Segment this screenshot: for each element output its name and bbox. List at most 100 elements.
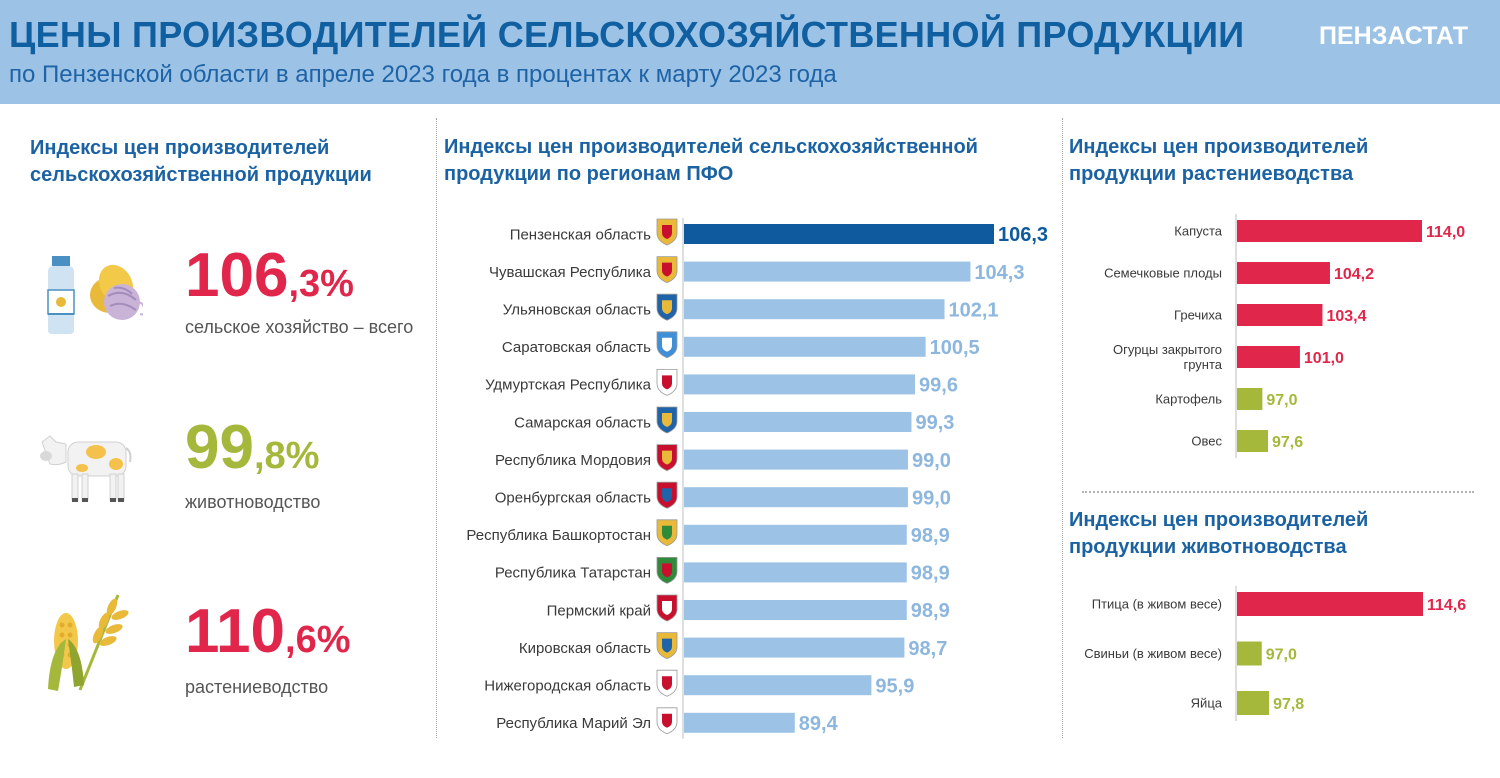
crops-chart-title-line1: Индексы цен производителей xyxy=(1069,136,1369,158)
bar xyxy=(684,675,872,696)
category-label: Гречиха xyxy=(1174,308,1223,323)
bar xyxy=(1237,691,1270,715)
regions-chart-title-line2: продукции по регионам ПФО xyxy=(444,163,734,185)
region-crest-icon xyxy=(656,331,678,359)
summary-label-total: сельское хозяйство – всего xyxy=(185,317,414,337)
bar-value-label: 99,6 xyxy=(919,375,958,397)
bar-value-label: 99,0 xyxy=(912,487,951,509)
category-label: Саратовская область xyxy=(502,339,651,356)
category-label: Чувашская Республика xyxy=(489,264,652,281)
bar-value-label: 99,0 xyxy=(912,450,951,472)
regions-chart-title-line1: Индексы цен производителей сельскохозяйс… xyxy=(444,136,978,158)
bar-value-label: 114,6 xyxy=(1427,597,1466,614)
category-label: Семечковые плоды xyxy=(1104,266,1222,281)
bar-value-label: 97,6 xyxy=(1272,434,1303,451)
milk-bread-icon xyxy=(47,256,143,334)
region-crest-icon xyxy=(656,557,678,584)
bar xyxy=(1237,641,1262,666)
bar xyxy=(684,637,905,658)
bar xyxy=(684,299,945,320)
category-label: Республика Марий Эл xyxy=(496,715,651,732)
bar xyxy=(684,224,994,244)
livestock-chart-title-line1: Индексы цен производителей xyxy=(1069,509,1369,531)
region-crest-icon xyxy=(656,594,678,622)
region-crest-icon xyxy=(656,218,678,246)
bar xyxy=(684,261,971,282)
region-crest-icon xyxy=(656,406,678,434)
section-divider xyxy=(1082,491,1474,493)
category-label: Пермский край xyxy=(547,602,651,619)
summary-value-total-int: 106 xyxy=(185,241,289,310)
summary-title-line2: сельскохозяйственной продукции xyxy=(30,164,372,186)
category-label: Картофель xyxy=(1155,392,1222,407)
category-label: Нижегородская область xyxy=(484,677,651,694)
summary-value-livestock: 99,8% xyxy=(185,412,319,483)
regions-chart-title: Индексы цен производителей сельскохозяйс… xyxy=(444,134,978,188)
summary-label-livestock: животноводство xyxy=(185,492,321,512)
livestock-bar-chart: 114,6 Птица (в живом весе) 97,0 Свиньи (в ж… xyxy=(1066,578,1486,738)
bar-value-label: 89,4 xyxy=(799,713,839,735)
summary-value-total: 106,3% xyxy=(185,240,354,311)
bar xyxy=(1237,346,1300,368)
category-label: Яйца xyxy=(1191,696,1223,711)
bar xyxy=(684,336,926,357)
category-label: Кировская область xyxy=(519,640,651,657)
summary-title-line1: Индексы цен производителей xyxy=(30,137,330,159)
bar xyxy=(684,374,916,395)
category-label: грунта xyxy=(1183,357,1222,372)
category-label: Огурцы закрытого xyxy=(1113,342,1222,357)
bar xyxy=(684,449,908,470)
bar-value-label: 106,3 xyxy=(998,224,1048,246)
bar-value-label: 98,7 xyxy=(908,638,947,660)
bar-value-label: 100,5 xyxy=(930,337,980,359)
wheat-corn-icon xyxy=(48,594,129,691)
category-label: Птица (в живом весе) xyxy=(1092,597,1222,612)
crops-bar-chart: 114,0 Капуста 104,2 Семечковые плоды 103,4 Гр… xyxy=(1066,208,1486,468)
region-crest-icon xyxy=(656,669,678,697)
summary-value-crops-int: 110 xyxy=(185,597,286,666)
region-crest-icon xyxy=(656,707,678,735)
bar xyxy=(684,487,908,508)
category-label: Оренбургская область xyxy=(495,489,651,506)
bar-value-label: 98,9 xyxy=(911,563,950,585)
page-subtitle: по Пензенской области в апреле 2023 года… xyxy=(9,61,837,88)
category-label: Свиньи (в живом весе) xyxy=(1084,646,1222,661)
bar-value-label: 114,0 xyxy=(1426,224,1465,241)
bar xyxy=(1237,262,1330,284)
category-label: Республика Башкортостан xyxy=(466,527,651,544)
bar-value-label: 97,0 xyxy=(1266,646,1297,663)
region-crest-icon xyxy=(656,369,678,396)
summary-value-crops-frac: ,6% xyxy=(285,619,351,661)
category-label: Республика Татарстан xyxy=(495,565,651,582)
bar xyxy=(684,412,912,432)
category-label: Ульяновская область xyxy=(503,301,651,318)
region-crest-icon xyxy=(656,481,678,509)
bar-value-label: 97,8 xyxy=(1273,696,1304,713)
column-divider-left xyxy=(436,118,437,738)
summary-title: Индексы цен производителей сельскохозяйс… xyxy=(30,135,372,189)
brand-logo-text: ПЕНЗАСТАТ xyxy=(1319,22,1468,50)
bar xyxy=(684,600,907,620)
summary-label-crops: растениеводство xyxy=(185,677,329,697)
cow-icon xyxy=(40,435,132,502)
region-crest-icon xyxy=(656,519,678,547)
category-label: Республика Мордовия xyxy=(495,452,651,469)
bar xyxy=(1237,592,1423,616)
category-label: Пензенская область xyxy=(510,226,651,243)
bar-value-label: 101,0 xyxy=(1304,350,1344,367)
livestock-chart-title-line2: продукции животноводства xyxy=(1069,536,1347,558)
summary-value-livestock-frac: ,8% xyxy=(253,435,320,477)
bar-value-label: 97,0 xyxy=(1266,392,1297,409)
bar xyxy=(1237,388,1263,410)
regions-bar-chart: 106,3 Пензенская область 104,3 Чувашская Ре… xyxy=(440,212,1060,742)
header-banner: ЦЕНЫ ПРОИЗВОДИТЕЛЕЙ СЕЛЬСКОХОЗЯЙСТВЕННОЙ… xyxy=(0,0,1500,104)
bar xyxy=(1237,430,1268,452)
bar xyxy=(1237,220,1422,242)
region-crest-icon xyxy=(656,256,678,284)
column-divider-right xyxy=(1062,118,1063,738)
region-crest-icon xyxy=(656,293,678,321)
bar-value-label: 102,1 xyxy=(948,299,998,321)
page-title: ЦЕНЫ ПРОИЗВОДИТЕЛЕЙ СЕЛЬСКОХОЗЯЙСТВЕННОЙ… xyxy=(9,14,1245,55)
crops-chart-title-line2: продукции растениеводства xyxy=(1069,163,1354,185)
summary-value-total-frac: ,3% xyxy=(288,263,354,305)
